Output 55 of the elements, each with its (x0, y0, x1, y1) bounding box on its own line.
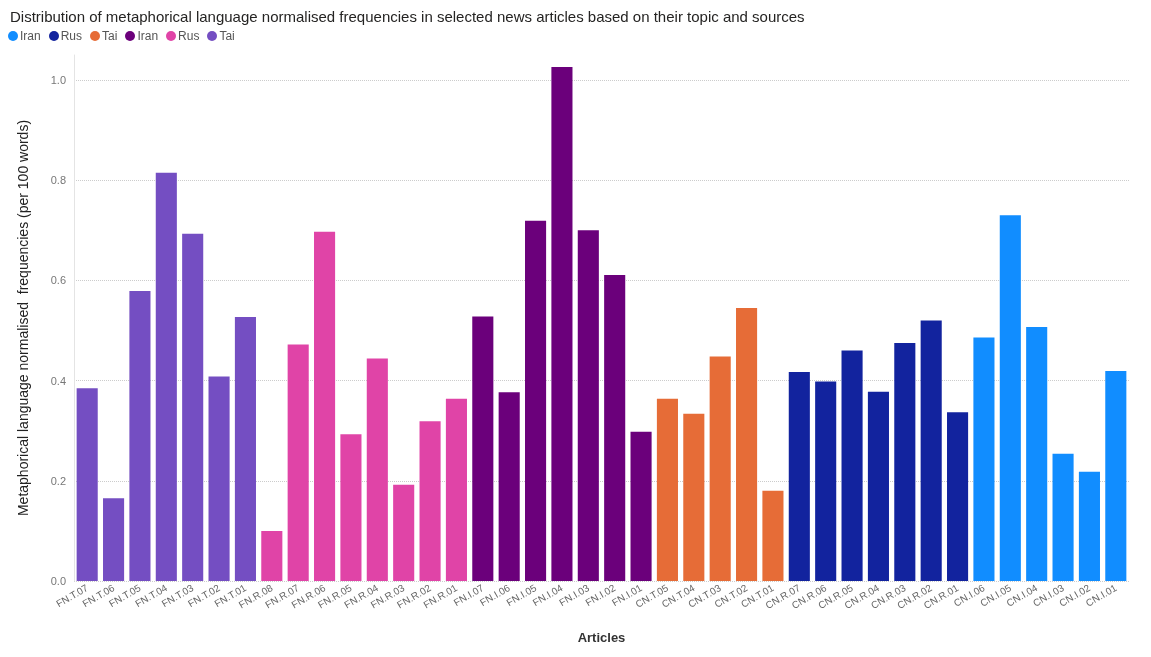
bar (182, 233, 204, 581)
legend-label: Rus (178, 29, 200, 43)
bar (788, 372, 810, 581)
y-tick-label: 0.6 (50, 274, 66, 287)
bar (1105, 371, 1127, 581)
y-tick-label: 0.2 (50, 474, 66, 487)
bar (630, 431, 652, 581)
bar (551, 67, 573, 581)
chart-title: Distribution of metaphorical language normalised frequencies in selected news articles based on their topic and sources (9, 8, 806, 25)
bar (577, 230, 599, 581)
bar (419, 421, 441, 581)
bar (445, 398, 467, 581)
bar (287, 344, 309, 581)
bar (736, 307, 758, 581)
bar (604, 274, 626, 581)
legend-label: Tai (102, 29, 118, 43)
bar (894, 343, 916, 581)
bar (525, 220, 547, 581)
bar (841, 350, 863, 581)
bar (999, 215, 1021, 581)
legend-label: Rus (60, 29, 83, 43)
bar (340, 434, 362, 581)
bar (1052, 453, 1074, 581)
bar (472, 316, 494, 581)
bar (947, 412, 969, 581)
y-tick-label: 0.4 (50, 374, 66, 387)
bar (709, 356, 731, 581)
bar (656, 398, 678, 581)
bar (366, 358, 388, 581)
bar (683, 413, 705, 581)
legend-label: Tai (219, 29, 235, 43)
bar (498, 392, 520, 581)
y-tick-label: 0.8 (50, 174, 66, 187)
bar (815, 381, 837, 581)
bar (973, 337, 995, 581)
legend-label: Iran (137, 29, 159, 43)
bar (129, 290, 151, 581)
bar (314, 231, 336, 581)
legend-label: Iran (20, 29, 41, 43)
bar (234, 317, 256, 581)
y-tick-label: 1.0 (50, 74, 66, 87)
bar (76, 388, 98, 581)
bar (393, 484, 415, 581)
bar (155, 172, 177, 581)
bar (867, 391, 889, 581)
y-axis-title: Metaphorical language normalised frequencies (per 100 words) (15, 119, 31, 517)
bar (1026, 327, 1048, 581)
bar (261, 530, 283, 581)
bar (1078, 471, 1100, 581)
bar (920, 320, 942, 581)
y-tick-label: 0.0 (50, 575, 66, 587)
x-axis-title: Articles (577, 630, 626, 645)
bar (208, 376, 230, 581)
bar (762, 490, 784, 581)
bar (103, 498, 125, 581)
